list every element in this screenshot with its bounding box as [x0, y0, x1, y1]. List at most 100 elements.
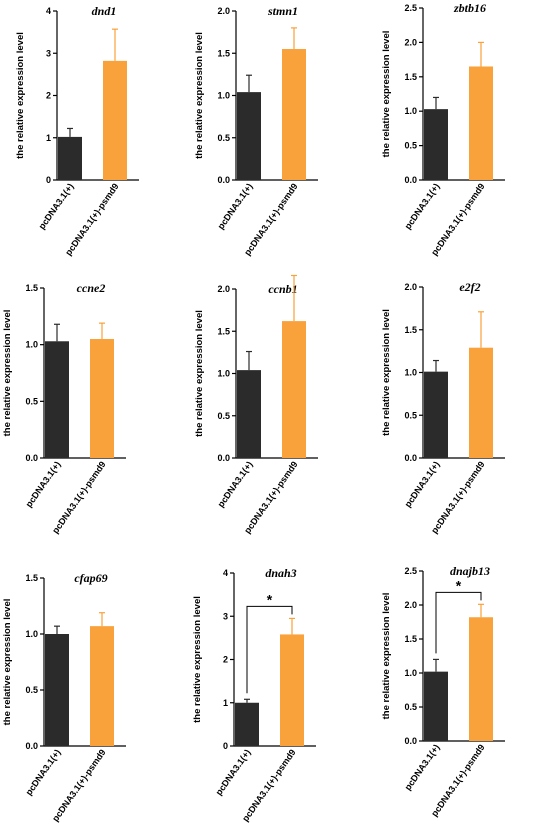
- y-tick-label: 1.5: [217, 326, 230, 336]
- x-tick-label: pcDNA3.1(+): [403, 742, 442, 792]
- y-tick-label: 2.0: [217, 6, 230, 16]
- y-tick-label: 2.0: [217, 284, 230, 294]
- y-tick-label: 0.0: [404, 736, 417, 746]
- y-tick-label: 4: [46, 6, 51, 16]
- significance-bracket: [435, 591, 482, 654]
- y-tick-label: 2: [223, 655, 228, 665]
- y-axis-label: the relative expression level: [381, 309, 392, 436]
- bar-control: [424, 371, 448, 458]
- chart-title: zbtb16: [453, 1, 486, 15]
- chart-title: e2f2: [459, 280, 480, 294]
- y-tick-label: 2.0: [404, 600, 417, 610]
- y-tick-label: 2: [46, 91, 51, 101]
- y-tick-label: 0.5: [25, 396, 38, 406]
- chart-title: dnajb13: [450, 564, 490, 578]
- y-tick-label: 0.0: [217, 175, 230, 185]
- y-tick-label: 0.0: [404, 175, 417, 185]
- y-tick-label: 1.5: [217, 48, 230, 58]
- chart-title: dnd1: [92, 4, 117, 18]
- bar-psmd9: [469, 617, 493, 741]
- y-tick-label: 1: [223, 698, 228, 708]
- y-axis-label: the relative expression level: [192, 596, 203, 723]
- chart-panel-ccnb1: 0.0 0.5 1.0 1.5 2.0 ccnb1 the relative express…: [194, 274, 318, 535]
- y-axis-label: the relative expression level: [15, 32, 26, 159]
- x-tick-label: pcDNA3.1(+)-psmd9: [242, 459, 299, 535]
- y-tick-label: 3: [46, 48, 51, 58]
- y-tick-label: 2.5: [404, 3, 417, 13]
- y-tick-label: 1.5: [404, 634, 417, 644]
- y-tick-label: 0.5: [404, 410, 417, 420]
- x-tick-label: pcDNA3.1(+): [403, 181, 442, 231]
- y-tick-label: 3: [223, 611, 228, 621]
- chart-panel-zbtb16: 0.0 0.5 1.0 1.5 2.0 2.5 zbtb16 the relative exp…: [381, 1, 505, 257]
- significance-marker: *: [267, 591, 273, 607]
- bar-psmd9: [282, 49, 306, 181]
- chart-title: cfap69: [74, 571, 107, 585]
- y-tick-label: 0.0: [217, 453, 230, 463]
- y-tick-label: 0.0: [404, 453, 417, 463]
- bar-psmd9: [90, 339, 114, 458]
- x-tick-label: pcDNA3.1(+): [216, 459, 255, 509]
- bar-psmd9: [103, 60, 127, 181]
- y-tick-label: 0.5: [217, 133, 230, 143]
- bar-control: [58, 136, 82, 180]
- x-tick-label: pcDNA3.1(+): [37, 181, 76, 231]
- x-tick-label: pcDNA3.1(+): [24, 747, 63, 797]
- bar-psmd9: [469, 66, 493, 180]
- chart-panel-dnajb13: 0.0 0.5 1.0 1.5 2.0 2.5 dnajb13 the relative ex…: [381, 564, 505, 818]
- chart-title: dnah3: [265, 566, 296, 580]
- bar-psmd9: [469, 347, 493, 458]
- y-tick-label: 1.5: [404, 325, 417, 335]
- bar-control: [45, 634, 69, 746]
- x-tick-label: pcDNA3.1(+): [214, 747, 253, 797]
- bar-control: [424, 671, 448, 741]
- x-tick-label: pcDNA3.1(+)-psmd9: [429, 459, 486, 535]
- chart-panel-dnd1: 0 1 2 3 4 dnd1 the relative expression level pc…: [15, 4, 139, 257]
- bar-psmd9: [282, 321, 306, 458]
- y-tick-label: 0.5: [404, 141, 417, 151]
- bar-psmd9: [280, 634, 304, 746]
- x-tick-label: pcDNA3.1(+): [24, 459, 63, 509]
- bar-control: [45, 341, 69, 458]
- y-tick-label: 0: [46, 175, 51, 185]
- chart-panel-e2f2: 0.0 0.5 1.0 1.5 2.0 e2f2 the relative expressi…: [381, 280, 505, 535]
- y-axis-label: the relative expression level: [2, 599, 13, 726]
- y-axis-label: the relative expression level: [194, 32, 205, 159]
- y-tick-label: 2.0: [404, 37, 417, 47]
- y-axis-label: the relative expression level: [194, 310, 205, 437]
- y-axis-label: the relative expression level: [381, 593, 392, 720]
- y-axis-label: the relative expression level: [2, 310, 13, 437]
- x-tick-label: pcDNA3.1(+)-psmd9: [63, 181, 120, 257]
- chart-title: ccne2: [77, 281, 106, 295]
- significance-bracket: [246, 605, 293, 694]
- y-tick-label: 1.0: [25, 629, 38, 639]
- y-tick-label: 1.5: [404, 72, 417, 82]
- significance-marker: *: [456, 577, 462, 593]
- chart-panel-cfap69: 0.0 0.5 1.0 1.5 cfap69 the relative expressio…: [2, 571, 126, 823]
- x-tick-label: pcDNA3.1(+)-psmd9: [50, 747, 107, 823]
- bar-control: [237, 370, 261, 458]
- y-tick-label: 0.5: [404, 702, 417, 712]
- y-tick-label: 1.0: [404, 106, 417, 116]
- y-tick-label: 1.0: [25, 340, 38, 350]
- y-tick-label: 1.0: [404, 668, 417, 678]
- y-axis-label: the relative expression level: [381, 31, 392, 158]
- y-tick-label: 0.0: [25, 741, 38, 751]
- y-tick-label: 1.0: [217, 91, 230, 101]
- y-tick-label: 1: [46, 133, 51, 143]
- y-tick-label: 2.5: [404, 566, 417, 576]
- y-tick-label: 2.0: [404, 282, 417, 292]
- y-tick-label: 0.5: [25, 685, 38, 695]
- y-tick-label: 1.5: [25, 283, 38, 293]
- x-tick-label: pcDNA3.1(+)-psmd9: [50, 459, 107, 535]
- x-tick-label: pcDNA3.1(+)-psmd9: [429, 742, 486, 818]
- x-tick-label: pcDNA3.1(+): [216, 181, 255, 231]
- y-tick-label: 1.0: [217, 369, 230, 379]
- chart-title: stmn1: [267, 4, 298, 18]
- y-tick-label: 0.5: [217, 411, 230, 421]
- bar-psmd9: [90, 626, 114, 746]
- x-tick-label: pcDNA3.1(+)-psmd9: [240, 747, 297, 823]
- chart-panel-ccne2: 0.0 0.5 1.0 1.5 ccne2 the relative expression…: [2, 281, 126, 535]
